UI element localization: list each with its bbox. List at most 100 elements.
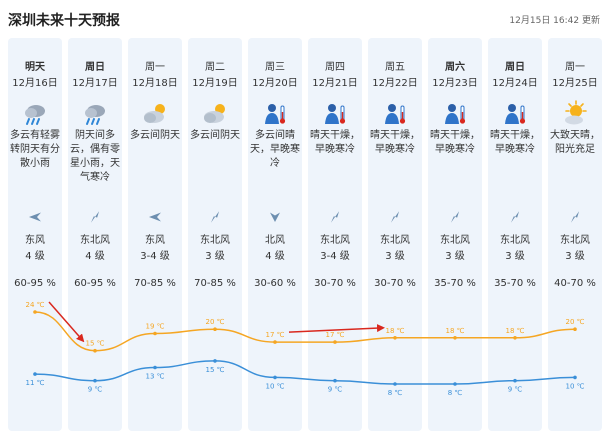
wind-level: 3 级 (445, 251, 465, 262)
description-line: 转阴天有分 (10, 144, 60, 155)
cold-icon (321, 100, 349, 128)
wind-direction: 东风 (25, 235, 45, 246)
wind-direction-icon (27, 208, 43, 222)
date-label: 12月18日 (132, 78, 178, 89)
forecast-columns: 明天 12月16日 多云有轻雾 转阴天有分 散小雨 东风 4 级 60-95 % 周日 12月1… (8, 38, 602, 431)
description-line: 晴天干燥， (310, 130, 360, 141)
wind-level: 3-4 级 (320, 251, 350, 262)
description-line: 晴天干燥， (490, 130, 540, 141)
day-column[interactable]: 周一 12月25日 大致天晴， 阳光充足东北风 3 级 40-70 % (548, 38, 602, 431)
date-label: 12月25日 (552, 78, 598, 89)
sunny-cloudy-icon (561, 100, 589, 128)
day-column[interactable]: 周日 12月24日 晴天干燥， 早晚寒冷 东北风 3 级 35-70 % (488, 38, 542, 431)
day-label: 周五 (385, 62, 405, 73)
cold-icon (261, 100, 289, 128)
description-line: 晴天干燥， (430, 130, 480, 141)
wind-direction-icon (267, 208, 283, 222)
humidity: 35-70 % (494, 278, 536, 289)
day-column[interactable]: 周五 12月22日 晴天干燥， 早晚寒冷东北风 3 级 30-70 % (368, 38, 422, 431)
description-line: 云，偶有零 (70, 144, 120, 155)
wind-direction-icon (567, 208, 583, 223)
wind-direction: 东北风 (200, 235, 230, 246)
update-time: 12月15日 16:42 更新 (509, 16, 600, 26)
header: 深圳未来十天预报 12月15日 16:42 更新 (0, 0, 608, 38)
description-line: 早晚寒冷 (495, 144, 535, 155)
day-label: 周六 (445, 62, 465, 73)
humidity: 40-70 % (554, 278, 596, 289)
wind-direction: 东北风 (440, 235, 470, 246)
day-column[interactable]: 周一 12月18日 多云间阴天东风 3-4 级 70-85 % (128, 38, 182, 431)
weather-description: 多云间阴天 (188, 129, 242, 143)
wind-direction-icon (447, 208, 463, 223)
date-label: 12月16日 (12, 78, 58, 89)
wind-direction: 东北风 (560, 235, 590, 246)
description-line: 阳光充足 (555, 144, 595, 155)
humidity: 35-70 % (434, 278, 476, 289)
wind-level: 3 级 (385, 251, 405, 262)
date-label: 12月22日 (372, 78, 418, 89)
weather-description: 大致天晴， 阳光充足 (548, 129, 602, 157)
partly-cloudy-icon (201, 100, 229, 128)
date-label: 12月19日 (192, 78, 238, 89)
day-label: 明天 (25, 62, 45, 73)
humidity: 30-70 % (374, 278, 416, 289)
rain-icon (81, 100, 109, 128)
weather-description: 多云间阴天 (128, 129, 182, 143)
cold-icon (381, 100, 409, 128)
day-label: 周日 (505, 62, 525, 73)
description-line: 星小雨，天 (70, 158, 120, 169)
day-column[interactable]: 明天 12月16日 多云有轻雾 转阴天有分 散小雨 东风 4 级 60-95 % (8, 38, 62, 431)
cold-icon (501, 100, 529, 128)
day-label: 周一 (145, 62, 165, 73)
wind-direction: 东风 (145, 235, 165, 246)
day-column[interactable]: 周日 12月17日 阴天间多 云，偶有零 星小雨，天 气寒冷 东北风 4 级 60-95 % (68, 38, 122, 431)
description-line: 早晚寒冷 (315, 144, 355, 155)
description-line: 天，早晚寒 (250, 144, 300, 155)
description-line: 多云间阴天 (130, 130, 180, 141)
date-label: 12月21日 (312, 78, 358, 89)
day-column[interactable]: 周六 12月23日 晴天干燥， 早晚寒冷 东北风 3 级 35-70 % (428, 38, 482, 431)
wind-level: 4 级 (85, 251, 105, 262)
description-line: 多云有轻雾 (10, 130, 60, 141)
wind-direction-icon (207, 208, 223, 223)
page-title: 深圳未来十天预报 (8, 13, 120, 29)
wind-direction: 东北风 (380, 235, 410, 246)
wind-level: 3 级 (505, 251, 525, 262)
day-column[interactable]: 周二 12月19日 多云间阴天 东北风 3 级 70-85 % (188, 38, 242, 431)
weather-description: 晴天干燥， 早晚寒冷 (368, 129, 422, 157)
weather-description: 晴天干燥， 早晚寒冷 (428, 129, 482, 157)
wind-direction: 东北风 (320, 235, 350, 246)
rain-icon (21, 100, 49, 128)
wind-direction-icon (507, 208, 523, 223)
humidity: 30-70 % (314, 278, 356, 289)
day-label: 周一 (565, 62, 585, 73)
day-label: 周二 (205, 62, 225, 73)
humidity: 60-95 % (74, 278, 116, 289)
description-line: 早晚寒冷 (435, 144, 475, 155)
wind-level: 3-4 级 (140, 251, 170, 262)
weather-description: 晴天干燥， 早晚寒冷 (308, 129, 362, 157)
date-label: 12月24日 (492, 78, 538, 89)
day-column[interactable]: 周四 12月21日 晴天干燥， 早晚寒冷东北风 3-4 级 30-70 % (308, 38, 362, 431)
description-line: 多云间阴天 (190, 130, 240, 141)
weather-description: 晴天干燥， 早晚寒冷 (488, 129, 542, 157)
description-line: 晴天干燥， (370, 130, 420, 141)
wind-direction-icon (387, 208, 403, 223)
description-line: 气寒冷 (80, 172, 110, 183)
day-column[interactable]: 周三 12月20日 多云间晴 天，早晚寒冷北风 4 级 30-60 % (248, 38, 302, 431)
partly-cloudy-icon (141, 100, 169, 128)
wind-level: 4 级 (25, 251, 45, 262)
wind-direction-icon (147, 208, 163, 222)
wind-level: 3 级 (565, 251, 585, 262)
description-line: 阴天间多 (75, 130, 115, 141)
weather-description: 多云有轻雾 转阴天有分 散小雨 (8, 129, 62, 171)
description-line: 多云间晴 (255, 130, 295, 141)
weather-description: 阴天间多云，偶有零星小雨，天气寒冷 (68, 129, 122, 185)
description-line: 早晚寒冷 (375, 144, 415, 155)
humidity: 70-85 % (134, 278, 176, 289)
humidity: 70-85 % (194, 278, 236, 289)
wind-direction: 东北风 (80, 235, 110, 246)
day-label: 周四 (325, 62, 345, 73)
description-line: 大致天晴， (550, 130, 600, 141)
date-label: 12月20日 (252, 78, 298, 89)
